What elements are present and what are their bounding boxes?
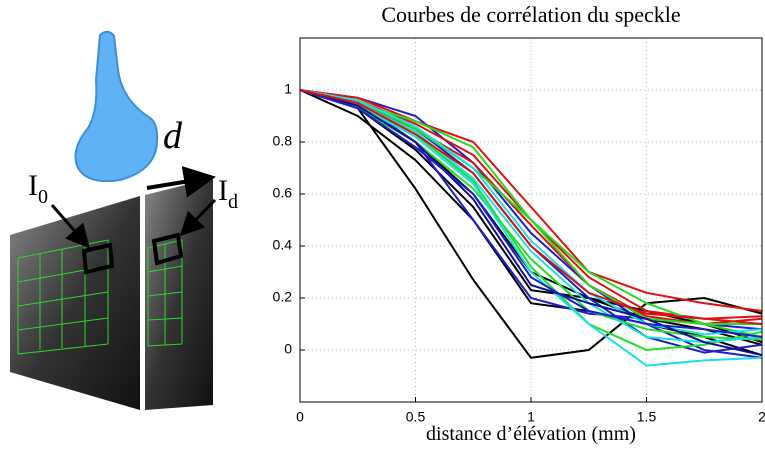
series-line bbox=[299, 89, 763, 336]
y-tick-label: 1 bbox=[284, 81, 292, 97]
y-tick-label: 0.6 bbox=[273, 185, 293, 201]
y-tick-label: 0.8 bbox=[273, 133, 293, 149]
x-tick-label: 1 bbox=[527, 409, 535, 425]
y-tick-label: 0.2 bbox=[273, 289, 293, 305]
series-line bbox=[299, 89, 763, 357]
x-tick-label: 0 bbox=[296, 409, 304, 425]
chart: Courbes de corrélation du speckle distan… bbox=[273, 2, 765, 445]
label-sub: 0 bbox=[38, 186, 48, 208]
series-line bbox=[299, 89, 763, 338]
label-sub: d bbox=[228, 191, 238, 213]
series-line bbox=[299, 89, 763, 357]
series-line bbox=[299, 89, 763, 367]
arrow bbox=[146, 166, 216, 198]
probe-label: d bbox=[163, 115, 183, 157]
y-tick-label: 0.4 bbox=[273, 237, 293, 253]
illustration: d I0 Id bbox=[10, 30, 238, 410]
series-line bbox=[299, 89, 763, 325]
roi-square bbox=[151, 232, 184, 266]
roi-square bbox=[81, 242, 115, 275]
series-line bbox=[299, 89, 763, 312]
probe bbox=[74, 30, 159, 183]
plot-frame bbox=[299, 37, 763, 403]
arrow bbox=[179, 198, 217, 237]
label-main: I bbox=[218, 174, 228, 207]
x-tick-label: 1.5 bbox=[637, 409, 657, 425]
image-label: Id bbox=[218, 174, 238, 213]
x-tick-label: 0.5 bbox=[406, 409, 426, 425]
arrow bbox=[50, 204, 90, 249]
chart-title: Courbes de corrélation du speckle bbox=[381, 2, 680, 27]
image-label: I0 bbox=[28, 169, 48, 208]
y-tick-label: 0 bbox=[284, 341, 292, 357]
x-axis-label: distance d’élévation (mm) bbox=[426, 423, 636, 445]
label-main: I bbox=[28, 169, 38, 202]
roi-grid bbox=[17, 239, 183, 355]
ultrasound-image bbox=[10, 196, 140, 410]
x-tick-label: 2 bbox=[758, 409, 765, 425]
